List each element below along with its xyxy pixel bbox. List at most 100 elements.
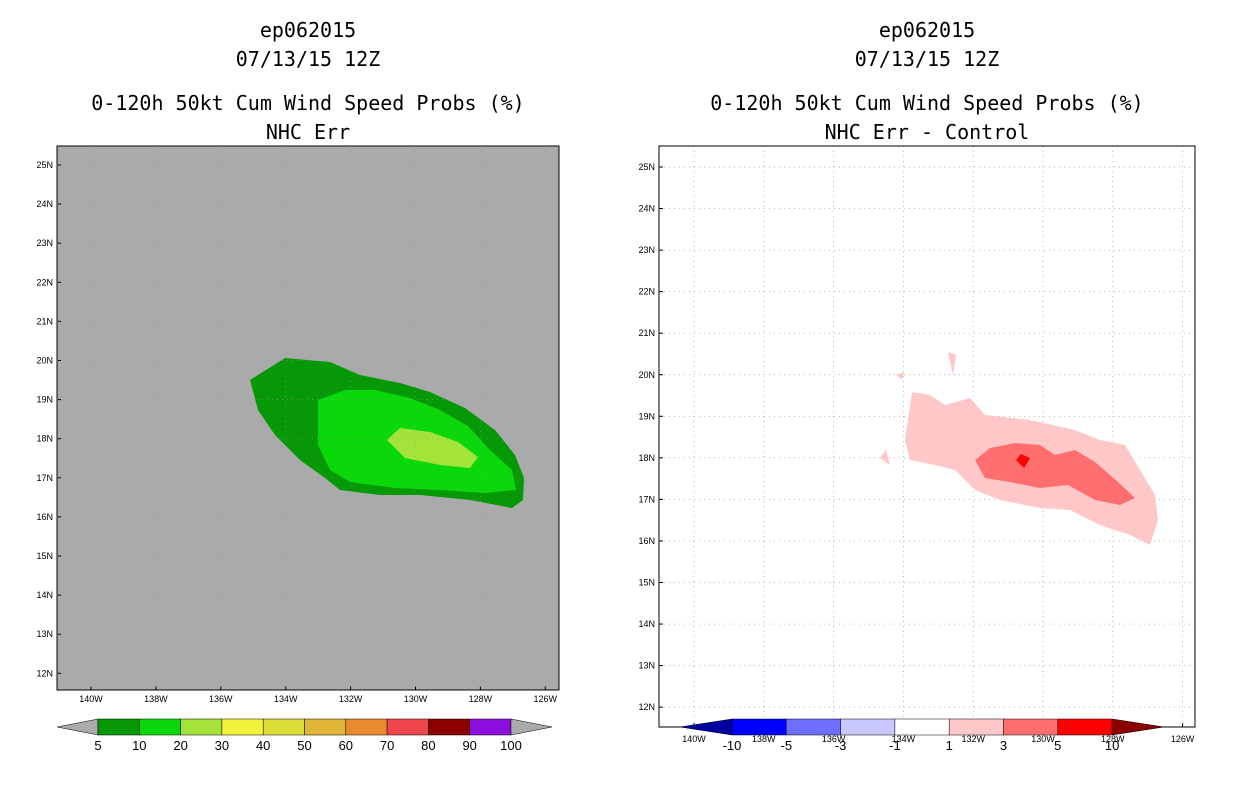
lon-tick-label: 132W: [961, 734, 985, 744]
colorbar-swatch: [469, 718, 512, 736]
colorbar-label: 5: [1054, 738, 1061, 753]
colorbar-label: 20: [173, 738, 187, 753]
lat-tick-label: 22N: [638, 287, 655, 297]
right-colorbar-labels: -10 -5 -3 -1 1 3 5 10: [723, 738, 1120, 753]
lon-tick-label: 136W: [822, 734, 846, 744]
colorbar-label: 1: [946, 738, 953, 753]
left-lon-axis: 140W 138W 136W 134W 132W 130W 128W 126W: [79, 686, 558, 704]
colorbar-label: -3: [835, 738, 847, 753]
colorbar-label: 100: [500, 738, 522, 753]
right-lat-axis: 25N 24N 23N 22N 21N 20N 19N 18N 17N 16N 15N 14N 13N 1…: [638, 162, 663, 712]
colorbar-swatch: [731, 718, 787, 736]
right-contour-1c: [880, 450, 890, 465]
lon-tick-label: 132W: [339, 694, 363, 704]
right-colorbar: -10 -5 -3 -1 1 3 5 10: [679, 718, 1165, 753]
lat-tick-label: 21N: [36, 316, 53, 326]
colorbar-label: -5: [781, 738, 793, 753]
lon-tick-label: 140W: [79, 694, 103, 704]
colorbar-swatch: [304, 718, 347, 736]
left-title-product: 0-120h 50kt Cum Wind Speed Probs (%): [91, 91, 524, 115]
colorbar-swatch: [386, 718, 429, 736]
colorbar-swatch: [345, 718, 388, 736]
colorbar-label: 5: [94, 738, 101, 753]
left-map-frame: [56, 145, 560, 691]
lat-tick-label: 24N: [36, 199, 53, 209]
colorbar-swatch: [1003, 718, 1059, 736]
lon-tick-label: 130W: [1031, 734, 1055, 744]
colorbar-swatch: [262, 718, 305, 736]
left-contour-20: [387, 428, 478, 468]
lat-tick-label: 15N: [638, 578, 655, 588]
right-title-date: 07/13/15 12Z: [855, 47, 1000, 71]
left-lat-axis: 25N 24N 23N 22N 21N 20N 19N 18N 17N 16N 15N 14N 13N 1…: [36, 160, 61, 678]
left-colorbar-labels: 5 10 20 30 40 50 60 70 80 90 100: [94, 738, 521, 753]
lon-tick-label: 126W: [534, 694, 558, 704]
left-colorbar-low-arrow: [56, 718, 99, 736]
lat-tick-label: 23N: [36, 238, 53, 248]
right-contour-5: [1016, 454, 1030, 468]
colorbar-label: 3: [1000, 738, 1007, 753]
lat-tick-label: 20N: [638, 370, 655, 380]
colorbar-label: 60: [339, 738, 353, 753]
left-colorbar: 5 10 20 30 40 50 60 70 80 90 100: [56, 718, 553, 753]
lon-tick-label: 126W: [1171, 734, 1195, 744]
lat-tick-label: 16N: [638, 536, 655, 546]
lat-tick-label: 23N: [638, 245, 655, 255]
left-title-config: NHC Err: [266, 120, 350, 144]
right-colorbar-boxes: [679, 718, 1165, 736]
left-grid: [57, 146, 559, 690]
right-contour-3: [975, 443, 1135, 505]
colorbar-label: -1: [889, 738, 901, 753]
colorbar-label: 80: [421, 738, 435, 753]
lat-tick-label: 21N: [638, 328, 655, 338]
lon-tick-label: 138W: [144, 694, 168, 704]
lon-tick-label: 136W: [209, 694, 233, 704]
colorbar-label: 50: [297, 738, 311, 753]
lon-tick-label: 140W: [682, 734, 706, 744]
right-title-product: 0-120h 50kt Cum Wind Speed Probs (%): [710, 91, 1143, 115]
lat-tick-label: 18N: [36, 434, 53, 444]
lat-tick-label: 13N: [638, 661, 655, 671]
lat-tick-label: 16N: [36, 512, 53, 522]
lat-tick-label: 24N: [638, 204, 655, 214]
left-colorbar-high-arrow: [510, 718, 553, 736]
lon-tick-label: 134W: [892, 734, 916, 744]
colorbar-label: 70: [380, 738, 394, 753]
lat-tick-label: 20N: [36, 356, 53, 366]
colorbar-label: 40: [256, 738, 270, 753]
colorbar-swatch: [948, 718, 1004, 736]
lat-tick-label: 25N: [36, 160, 53, 170]
colorbar-swatch: [428, 718, 470, 736]
colorbar-label: 10: [1105, 738, 1119, 753]
lon-tick-label: 128W: [1101, 734, 1125, 744]
lat-tick-label: 18N: [638, 453, 655, 463]
colorbar-swatch: [894, 718, 950, 736]
lat-tick-label: 14N: [36, 590, 53, 600]
left-title-date: 07/13/15 12Z: [236, 47, 381, 71]
lat-tick-label: 17N: [638, 494, 655, 504]
lat-tick-label: 12N: [638, 702, 655, 712]
right-title-storm: ep062015: [879, 18, 975, 42]
lon-tick-label: 134W: [274, 694, 298, 704]
colorbar-swatch: [139, 718, 181, 736]
colorbar-swatch: [840, 718, 896, 736]
lat-tick-label: 12N: [36, 668, 53, 678]
lat-tick-label: 14N: [638, 619, 655, 629]
right-contour-1d: [896, 372, 904, 380]
lat-tick-label: 19N: [638, 411, 655, 421]
colorbar-label: 30: [215, 738, 229, 753]
colorbar-label: 10: [132, 738, 146, 753]
colorbar-label: 90: [462, 738, 476, 753]
lat-tick-label: 13N: [36, 629, 53, 639]
colorbar-high-arrow: [1111, 718, 1165, 736]
lat-tick-label: 19N: [36, 395, 53, 405]
colorbar-swatch: [786, 718, 841, 736]
left-colorbar-boxes: [97, 718, 512, 736]
colorbar-swatch: [180, 718, 223, 736]
right-title-config: NHC Err - Control: [825, 120, 1030, 144]
lat-tick-label: 22N: [36, 277, 53, 287]
colorbar-swatch: [97, 718, 140, 736]
lon-tick-label: 128W: [469, 694, 493, 704]
left-title-storm: ep062015: [260, 18, 356, 42]
